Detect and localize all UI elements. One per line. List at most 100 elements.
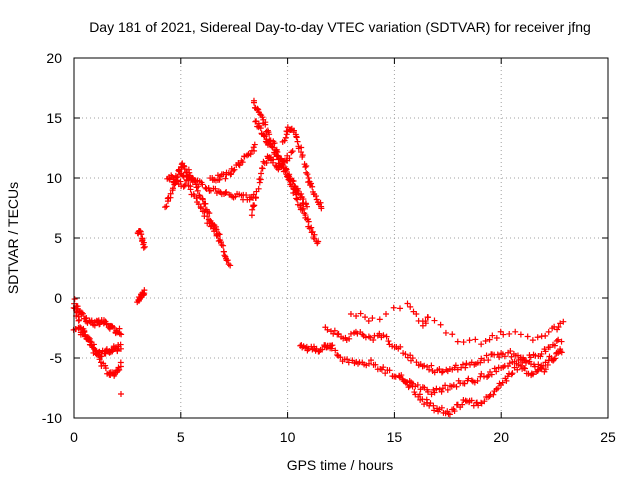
data-point <box>372 361 379 368</box>
data-point <box>517 355 524 362</box>
data-point <box>449 331 456 338</box>
data-point <box>220 248 227 255</box>
data-point <box>431 389 438 396</box>
data-point <box>223 188 230 195</box>
data-point <box>251 147 258 154</box>
data-point <box>422 320 429 327</box>
data-point <box>182 181 189 188</box>
data-point <box>430 386 437 393</box>
data-point <box>365 333 372 340</box>
data-point <box>444 408 451 415</box>
data-point <box>397 305 404 312</box>
data-point <box>199 181 206 188</box>
data-point <box>249 206 256 213</box>
data-point <box>167 190 174 197</box>
data-point <box>164 195 171 202</box>
data-point <box>366 360 373 367</box>
data-point <box>437 321 444 328</box>
data-point <box>85 334 92 341</box>
data-point <box>472 336 479 343</box>
data-point <box>268 143 275 150</box>
data-point <box>347 330 354 337</box>
data-point <box>538 350 545 357</box>
data-point <box>176 171 183 178</box>
data-point <box>542 348 549 355</box>
series-midday-arc-b <box>252 118 311 210</box>
data-point <box>271 140 278 147</box>
data-point <box>551 342 558 349</box>
data-point <box>216 176 223 183</box>
data-point <box>181 166 188 173</box>
data-point <box>220 242 227 249</box>
data-point <box>215 230 222 237</box>
data-point <box>238 157 245 164</box>
x-ticks: 0 5 10 15 20 25 <box>70 58 616 445</box>
series-midday-second <box>279 124 325 212</box>
data-point <box>288 149 295 156</box>
data-point <box>438 404 445 411</box>
x-tick-label: 5 <box>177 429 185 445</box>
data-point <box>499 379 506 386</box>
data-point <box>496 354 503 361</box>
data-point <box>428 391 435 398</box>
data-point <box>212 185 219 192</box>
data-point <box>247 151 254 158</box>
series-morning-rise <box>207 141 258 184</box>
data-point <box>365 317 372 324</box>
data-point <box>459 401 466 408</box>
data-point <box>204 213 211 220</box>
data-point <box>328 345 335 352</box>
data-point <box>312 193 319 200</box>
series-early-lower <box>70 324 124 379</box>
data-point <box>404 300 411 307</box>
data-point <box>294 138 301 145</box>
data-point <box>493 334 500 341</box>
data-point <box>216 231 223 238</box>
data-point <box>95 352 102 359</box>
data-point <box>409 383 416 390</box>
data-point <box>346 335 353 342</box>
data-point <box>290 127 297 134</box>
data-point <box>484 373 491 380</box>
y-tick-label: 15 <box>46 110 62 126</box>
series-evening-upper <box>322 324 565 376</box>
chart-title: Day 181 of 2021, Sidereal Day-to-day VTE… <box>89 19 591 35</box>
data-point <box>117 345 124 352</box>
data-point <box>454 338 461 345</box>
data-point <box>347 310 354 317</box>
data-point <box>248 212 255 219</box>
data-point <box>530 371 537 378</box>
data-point <box>324 326 331 333</box>
series-evening-spikes <box>347 300 567 348</box>
series-midday-low <box>248 148 296 219</box>
data-point <box>555 324 562 331</box>
data-point <box>390 304 397 311</box>
data-point <box>438 388 445 395</box>
data-point <box>179 172 186 179</box>
data-point <box>270 156 277 163</box>
data-point <box>442 329 449 336</box>
data-point <box>263 159 270 166</box>
data-point <box>163 203 170 210</box>
data-point <box>557 348 564 355</box>
data-point <box>198 205 205 212</box>
data-point <box>334 351 341 358</box>
data-point <box>368 357 375 364</box>
y-ticks: -10 -5 0 5 10 15 20 <box>42 50 608 426</box>
data-point <box>438 369 445 376</box>
data-point <box>262 121 269 128</box>
data-point <box>376 316 383 323</box>
data-point <box>303 169 310 176</box>
data-point <box>535 366 542 373</box>
data-point <box>118 331 125 338</box>
data-point <box>331 327 338 334</box>
data-point <box>385 338 392 345</box>
data-point <box>74 309 81 316</box>
data-point <box>318 203 325 210</box>
data-point <box>558 338 565 345</box>
data-point <box>308 180 315 187</box>
y-tick-label: 0 <box>54 290 62 306</box>
data-point <box>174 177 181 184</box>
data-point <box>462 364 469 371</box>
